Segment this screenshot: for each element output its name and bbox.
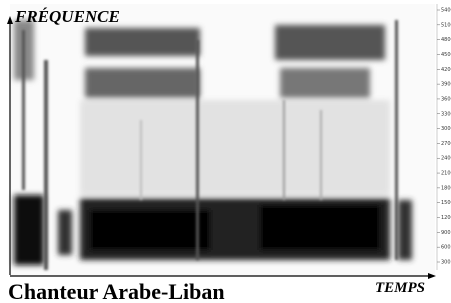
spectrogram-figure: FRÉQUENCE TEMPS Chanteur Arabe-Liban 540… [0, 0, 451, 303]
tick-label: 600 [441, 245, 451, 251]
tick-label: 3300 [441, 111, 451, 117]
frequency-ticks: 5400 5100 4800 4500 4200 3900 3600 3300 3000 2700… [437, 8, 451, 266]
tick-label: 300 [441, 260, 451, 266]
x-axis-label: TEMPS [375, 280, 425, 296]
tick-label: 2100 [441, 171, 451, 177]
tick-label: 1500 [441, 200, 451, 206]
tick-label: 5400 [441, 8, 451, 14]
tick-label: 900 [441, 230, 451, 236]
spectrogram [10, 4, 435, 276]
tick-label: 4500 [441, 52, 451, 58]
caption: Chanteur Arabe-Liban [8, 279, 225, 303]
tick-label: 1800 [441, 185, 451, 191]
y-axis-label: FRÉQUENCE [14, 7, 120, 26]
tick-label: 2400 [441, 156, 451, 162]
tick-label: 5100 [441, 22, 451, 28]
tick-label: 4800 [441, 37, 451, 43]
tick-label: 3600 [441, 96, 451, 102]
tick-label: 3900 [441, 82, 451, 88]
tick-label: 4200 [441, 67, 451, 73]
tick-label: 3000 [441, 126, 451, 132]
tick-label: 1200 [441, 215, 451, 221]
tick-label: 2700 [441, 141, 451, 147]
